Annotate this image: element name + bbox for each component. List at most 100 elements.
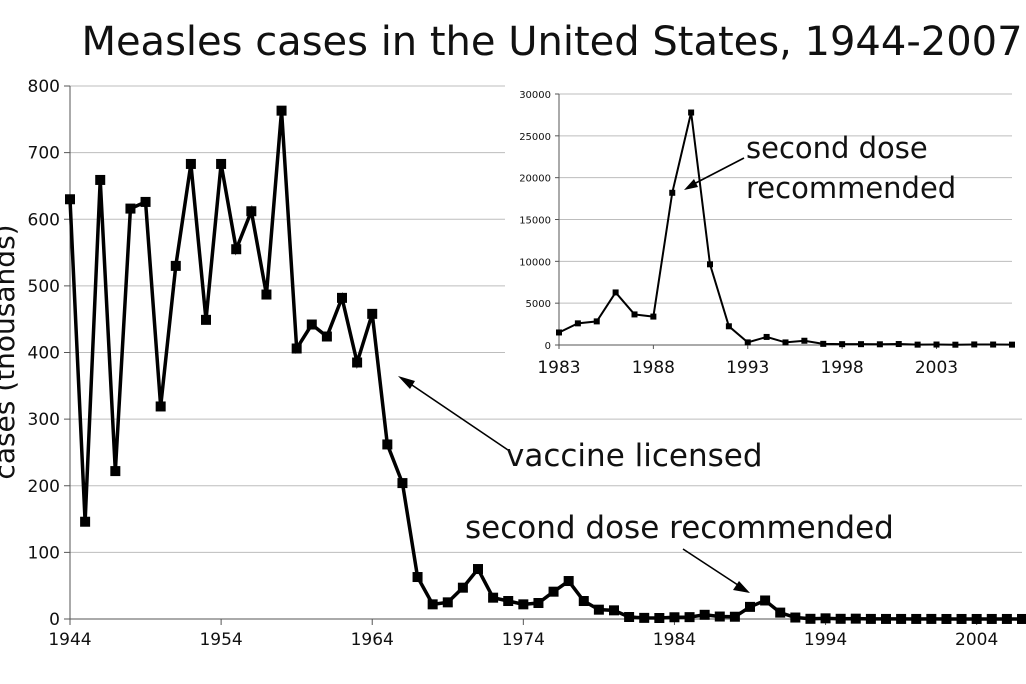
x-tick-label: 1974 [502,630,545,650]
data-point [707,261,713,268]
main-series [65,105,1026,624]
data-point [518,599,529,610]
annotation-vaccine-licensed: vaccine licensed [506,438,763,474]
data-point [412,572,423,583]
data-point [775,607,786,618]
data-point [65,194,75,205]
data-point [858,341,864,348]
annotation-second-dose: second dose recommended [465,510,894,546]
data-point [650,313,657,320]
data-point [790,612,801,623]
data-point [276,105,287,116]
data-point [725,323,732,330]
vaccine-licensed-arrow [405,380,509,451]
main-tick-labels: 0 100 200 300 400 500 600 700 800 1944 1954 1964 197… [28,77,999,650]
data-point [688,109,695,116]
y-tick-label: 20000 [519,174,551,185]
data-point [397,478,408,489]
data-point [321,331,332,342]
data-point [986,613,997,624]
data-point [631,311,638,318]
y-tick-label: 500 [28,277,60,297]
data-point [952,341,959,348]
data-point [990,341,997,348]
y-tick-label: 800 [28,77,60,97]
data-point [760,595,771,606]
y-tick-label: 200 [28,477,60,497]
data-point [971,341,978,348]
data-point [473,564,483,575]
x-tick-label: 1944 [48,630,91,650]
data-point [782,339,789,346]
data-point [352,357,363,368]
y-tick-label: 300 [28,410,60,430]
data-point [533,598,544,609]
data-point [763,333,770,340]
data-point [95,174,106,185]
data-point [654,613,665,624]
inset-second-dose-arrowhead [684,179,698,190]
data-point [80,516,91,527]
data-point [881,613,891,624]
y-tick-label: 0 [545,341,551,352]
data-point [865,613,876,624]
data-point [503,596,514,607]
x-tick-label: 1983 [537,358,580,378]
data-point [609,605,619,616]
data-point [556,329,562,336]
data-point [612,289,619,296]
data-point [801,337,808,344]
data-point [185,158,196,169]
second-dose-arrowhead [733,581,750,593]
y-tick-label: 15000 [519,216,551,227]
data-point [578,596,589,607]
data-point [839,341,846,348]
vaccine-licensed-arrowhead [398,376,415,389]
data-point [639,612,650,623]
data-point [261,289,272,300]
data-point [956,613,967,624]
data-point [427,599,438,610]
data-point [593,318,600,325]
data-point [367,308,378,319]
data-point [876,341,883,348]
data-point [442,597,453,608]
data-point [820,340,827,347]
data-point [669,612,680,623]
x-tick-label: 1954 [199,630,242,650]
inset-second-dose-arrow [687,157,745,188]
data-point [926,613,937,624]
inset-annotation-line1: second dose [746,131,928,165]
x-tick-label: 2003 [915,358,958,378]
data-point [896,613,907,624]
inset-chart: 0 5000 10000 15000 20000 25000 30000 1983 1988 19… [505,84,1026,384]
data-point [110,466,121,477]
data-point [941,613,952,624]
x-tick-label: 1988 [632,358,675,378]
data-point [669,189,676,196]
data-point [850,613,861,624]
data-point [170,260,181,271]
y-axis-label: cases (thousands) [0,224,21,479]
data-point [820,613,831,624]
chart-title: Measles cases in the United States, 1944… [81,19,1022,65]
inset-series [556,109,1015,348]
data-point [246,206,257,217]
y-tick-label: 5000 [526,299,551,310]
data-point [457,582,468,593]
y-tick-label: 600 [28,210,60,230]
inset-grid [559,93,1012,304]
data-point [835,613,846,624]
x-tick-label: 2004 [955,630,998,650]
y-tick-label: 700 [28,144,60,164]
data-point [745,601,755,612]
data-point [563,576,574,587]
data-point [593,604,604,615]
data-point [231,244,242,255]
data-point [805,613,816,624]
data-point [574,320,581,327]
x-tick-label: 1993 [726,358,769,378]
data-point [914,341,921,348]
x-tick-label: 1994 [804,630,847,650]
